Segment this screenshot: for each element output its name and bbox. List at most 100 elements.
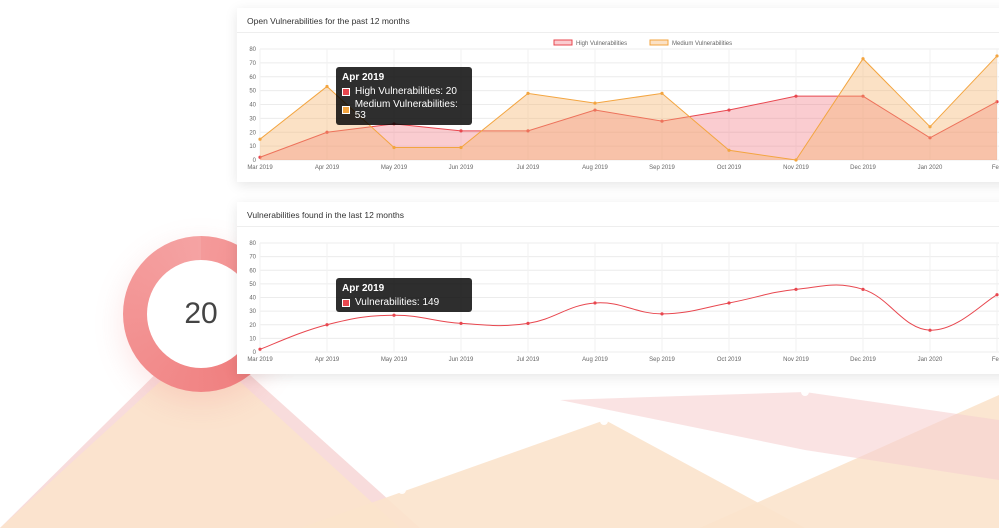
data-point xyxy=(593,301,597,305)
x-tick-label: Aug 2019 xyxy=(582,357,608,363)
y-tick-label: 20 xyxy=(249,130,256,136)
data-point xyxy=(861,57,865,61)
legend-label: High Vulnerabilities xyxy=(576,41,627,47)
tooltip-swatch-medium xyxy=(342,106,350,114)
legend-swatch xyxy=(649,39,669,46)
bg-triangle-pink-right xyxy=(560,392,999,480)
y-tick-label: 0 xyxy=(253,350,257,356)
y-tick-label: 30 xyxy=(249,116,256,122)
data-point xyxy=(660,312,664,316)
data-point xyxy=(593,108,597,112)
x-tick-label: Nov 2019 xyxy=(783,165,809,171)
x-tick-label: Jun 2019 xyxy=(449,165,474,171)
card-title: Open Vulnerabilities for the past 12 mon… xyxy=(247,16,410,26)
data-point xyxy=(526,91,530,95)
legend-label: Medium Vulnerabilities xyxy=(672,41,732,47)
x-tick-label: Jul 2019 xyxy=(517,357,540,363)
x-tick-label: Oct 2019 xyxy=(717,165,742,171)
data-point xyxy=(928,125,932,129)
y-tick-label: 50 xyxy=(249,282,256,288)
data-point xyxy=(325,84,329,89)
x-tick-label: Apr 2019 xyxy=(315,357,340,363)
x-tick-label: Apr 2019 xyxy=(315,165,340,171)
bg-dot xyxy=(398,486,406,494)
x-tick-label: Feb xyxy=(992,165,999,171)
series-line xyxy=(259,55,998,161)
data-point xyxy=(727,108,731,112)
data-point xyxy=(861,287,865,291)
data-point xyxy=(995,100,999,104)
data-point xyxy=(593,101,597,105)
bg-triangle-peach-mid xyxy=(300,420,805,528)
y-tick-label: 40 xyxy=(249,103,256,109)
chart-tooltip: Apr 2019 High Vulnerabilities: 20 Medium… xyxy=(336,67,472,125)
data-point xyxy=(325,323,329,327)
tooltip-swatch-high xyxy=(342,87,350,96)
y-tick-label: 10 xyxy=(249,144,256,150)
x-tick-label: May 2019 xyxy=(381,165,408,171)
x-tick-label: Jun 2019 xyxy=(449,357,474,363)
y-tick-label: 80 xyxy=(249,47,256,53)
x-tick-label: Jan 2020 xyxy=(918,357,943,363)
bg-dot xyxy=(801,388,809,396)
x-tick-label: Aug 2019 xyxy=(582,165,608,171)
card-divider xyxy=(237,32,999,33)
x-tick-label: Jan 2020 xyxy=(918,165,943,171)
y-tick-label: 60 xyxy=(249,268,256,274)
data-point xyxy=(392,145,396,150)
data-point xyxy=(928,328,932,332)
y-tick-label: 80 xyxy=(249,241,256,247)
chart-tooltip: Apr 2019 Vulnerabilities: 149 xyxy=(336,278,472,312)
data-point xyxy=(526,321,530,325)
data-point xyxy=(392,313,396,317)
bg-dot xyxy=(600,417,608,425)
x-tick-label: Oct 2019 xyxy=(717,357,742,363)
y-tick-label: 0 xyxy=(253,158,257,164)
y-tick-label: 50 xyxy=(249,89,256,95)
data-point xyxy=(794,287,798,291)
data-point xyxy=(861,94,865,98)
card-title: Vulnerabilities found in the last 12 mon… xyxy=(247,210,405,220)
data-point xyxy=(995,293,999,297)
bg-triangle-peach-left xyxy=(0,345,400,528)
tooltip-title: Apr 2019 xyxy=(342,283,385,294)
tooltip-row: Medium Vulnerabilities: 53 xyxy=(342,99,466,121)
x-tick-label: Jul 2019 xyxy=(517,165,540,171)
data-point xyxy=(258,347,262,351)
x-tick-label: Dec 2019 xyxy=(850,357,876,363)
data-point xyxy=(325,130,329,134)
y-tick-label: 40 xyxy=(249,296,256,302)
data-point xyxy=(995,54,999,58)
card-divider xyxy=(237,226,999,227)
vulnerabilities-found-chart[interactable]: 0 10 20 30 40 50 60 70 80 Mar 2019 Apr 2019 May 201… xyxy=(237,202,999,374)
series-line xyxy=(259,95,998,158)
y-tick-label: 30 xyxy=(249,309,256,315)
x-tick-label: Feb xyxy=(992,357,999,363)
x-tick-label: Sep 2019 xyxy=(649,165,675,171)
legend-swatch xyxy=(553,39,573,46)
data-point xyxy=(459,321,463,325)
tooltip-row: Vulnerabilities: 149 xyxy=(342,297,466,308)
tooltip-row-text: Medium Vulnerabilities: 53 xyxy=(354,99,458,121)
tooltip-swatch xyxy=(342,298,350,307)
y-tick-label: 10 xyxy=(249,336,256,342)
x-tick-label: Nov 2019 xyxy=(783,357,809,363)
tooltip-title: Apr 2019 xyxy=(342,72,385,83)
tooltip-row: High Vulnerabilities: 20 xyxy=(342,86,466,97)
series-area xyxy=(260,55,997,160)
series-area xyxy=(260,96,997,160)
data-point xyxy=(727,148,731,152)
x-tick-label: Dec 2019 xyxy=(850,165,876,171)
data-point xyxy=(459,129,463,133)
vulnerabilities-found-card: Vulnerabilities found in the last 12 mon… xyxy=(237,202,999,374)
data-point xyxy=(660,91,664,95)
tooltip-row-text: High Vulnerabilities: 20 xyxy=(355,86,457,97)
data-point xyxy=(258,155,262,159)
series-line xyxy=(259,284,998,350)
x-tick-label: Sep 2019 xyxy=(649,357,675,363)
data-point xyxy=(928,136,932,140)
x-tick-label: May 2019 xyxy=(381,357,408,363)
y-tick-label: 70 xyxy=(249,61,256,67)
data-point xyxy=(794,158,798,162)
